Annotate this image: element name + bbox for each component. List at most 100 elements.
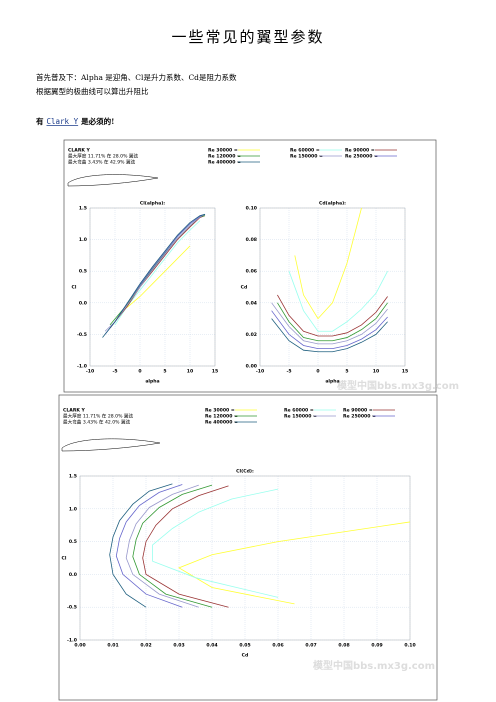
x-tick-label: 15 [402,369,408,375]
polar-curve [288,271,388,332]
y-tick-label: 0.08 [246,237,257,243]
polar-curve [115,484,183,608]
airfoil-name: CLARK Y [63,408,86,414]
x-tick-label: 0.07 [305,643,316,649]
polar-curve [271,310,388,350]
airfoil-info: 最大弯曲 3.43% 在 42.9% 翼弦 [68,159,136,166]
legend-label: Re 30000 = [208,148,238,154]
paragraph: 根据翼型的极曲线可以算出升阻比 [36,86,149,96]
note-text: 是必须的! [80,116,114,126]
polar-curve [104,213,206,332]
y-axis-label: Cl [62,556,67,562]
plot-area [259,207,406,367]
x-tick-label: -5 [286,369,291,375]
y-tick-label: 1.0 [79,237,87,243]
y-tick-label: 0.06 [246,269,257,275]
airfoil-info: 最大弯曲 3.43% 在 42.0% 翼弦 [63,419,131,426]
plot-area [89,207,216,367]
legend-label: Re 150000 = [284,414,317,420]
legend-label: Re 400000 = [208,160,241,166]
watermark: 模型中国bbs.mx3g.com [313,659,435,672]
y-tick-label: 0.0 [69,572,77,578]
legend-label: Re 120000 = [205,414,238,420]
note: 有 Clark Y 是必须的! [36,116,114,126]
legend-label: Re 150000 = [290,154,323,160]
x-tick-label: 10 [187,369,193,375]
y-tick-label: 0.0 [79,300,87,306]
chart-title: Cl(Cd): [236,469,254,475]
polar-curve [271,302,388,345]
x-tick-label: 0.04 [206,643,217,649]
y-tick-label: -0.5 [67,605,77,611]
airfoil-name: CLARK Y [68,148,91,154]
y-tick-label: -0.5 [77,332,87,338]
legend-label: Re 250000 = [345,154,378,160]
x-tick-label: 0 [316,369,319,375]
y-tick-label: 0.5 [79,269,87,275]
polar-curve [109,483,173,608]
polar-curve [277,302,388,342]
note-text: 有 [36,116,44,126]
legend-label: Re 60000 = [290,148,320,154]
y-tick-label: -1.0 [67,638,77,644]
polar-curve [132,484,213,608]
y-tick-label: 1.5 [79,206,87,212]
x-tick-label: 0.10 [404,643,415,649]
y-tick-label: 0.00 [246,364,257,370]
x-tick-label: 15 [212,369,218,375]
x-tick-label: 10 [373,369,379,375]
legend-label: Re 120000 = [208,154,241,160]
x-tick-label: -5 [112,369,117,375]
x-tick-label: 0.06 [272,643,283,649]
y-tick-label: 0.5 [69,539,77,545]
airfoil-shape [67,174,159,187]
legend-label: Re 400000 = [205,420,238,426]
x-tick-label: 0 [138,369,141,375]
y-tick-label: -1.0 [77,364,87,370]
watermark: 模型中国bbs.mx3g.com [337,379,459,392]
legend-label: Re 30000 = [205,408,235,414]
legend-label: Re 90000 = [343,408,373,414]
polar-curve [271,318,388,353]
y-tick-label: 0.02 [246,332,257,338]
x-tick-label: 5 [345,369,348,375]
paragraph: 首先普及下：Alpha 是迎角、Cl是升力系数、Cd是阻力系数 [36,72,237,82]
x-axis-label: alpha [145,379,159,385]
y-tick-label: 1.0 [69,506,77,512]
legend-label: Re 250000 = [343,414,376,420]
x-tick-label: 0.00 [74,643,85,649]
polar-curve [102,213,206,338]
airfoil-shape [61,438,161,452]
chart-title: Cl(alpha): [140,201,165,207]
polar-curve [125,484,199,608]
x-tick-label: -10 [256,369,264,375]
x-tick-label: 0.05 [239,643,250,649]
legend-label: Re 60000 = [284,408,314,414]
x-tick-label: 0.08 [338,643,349,649]
legend-label: Re 90000 = [345,148,375,154]
y-tick-label: 0.10 [246,206,257,212]
polar-curve [109,215,206,329]
polar-curve [277,294,388,337]
note-link: Clark Y [47,117,79,126]
polar-curve [178,521,411,605]
x-tick-label: -10 [86,369,94,375]
y-tick-label: 1.5 [69,474,77,480]
x-tick-label: 0.01 [107,643,118,649]
page-title: 一些常见的翼型参数 [171,28,324,46]
airfoil-info: 最大厚度 11.71% 在 28.0% 翼弦 [68,153,139,160]
polar-curve [294,207,362,320]
x-tick-label: 0.03 [173,643,184,649]
airfoil-info: 最大厚度 11.71% 在 28.0% 翼弦 [63,413,134,420]
polar-curve [124,245,191,310]
x-axis-label: Cd [242,653,249,659]
chart-title: Cd(alpha): [319,201,346,207]
x-tick-label: 0.09 [371,643,382,649]
x-tick-label: 0.02 [140,643,151,649]
y-tick-label: 0.04 [246,300,257,306]
polar-curve [142,485,229,608]
x-axis-label: alpha [325,379,339,385]
polar-curve [152,488,279,598]
